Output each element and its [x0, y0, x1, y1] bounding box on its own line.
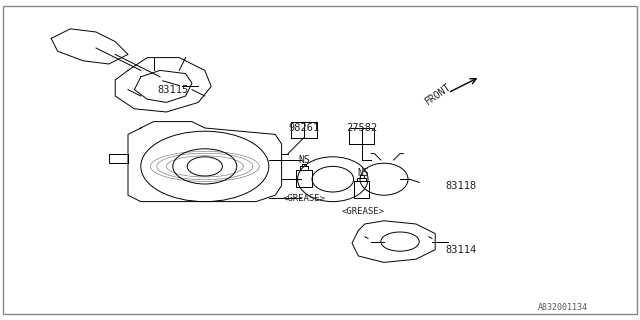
Text: 98261: 98261 — [289, 123, 319, 133]
Text: NS: NS — [357, 168, 369, 178]
Text: A832001134: A832001134 — [538, 303, 588, 312]
Text: 83114: 83114 — [445, 244, 476, 255]
Text: 83118: 83118 — [445, 180, 476, 191]
Text: <GREASE>: <GREASE> — [282, 194, 326, 203]
Text: 83115: 83115 — [157, 84, 188, 95]
Text: FRONT: FRONT — [424, 82, 453, 107]
Text: 27582: 27582 — [346, 123, 377, 133]
Text: <GREASE>: <GREASE> — [341, 207, 385, 216]
Text: NS: NS — [298, 155, 310, 165]
